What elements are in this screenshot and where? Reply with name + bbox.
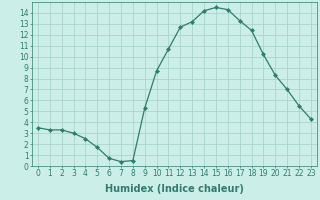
X-axis label: Humidex (Indice chaleur): Humidex (Indice chaleur) <box>105 184 244 194</box>
